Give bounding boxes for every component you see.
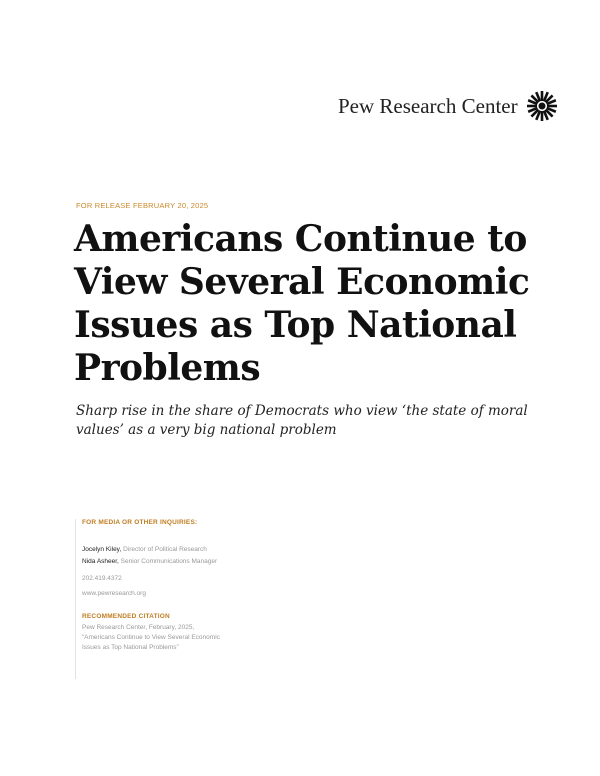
citation-heading: RECOMMENDED CITATION bbox=[82, 613, 170, 620]
contact-name: Jocelyn Kiley, bbox=[82, 546, 122, 553]
contact-person: Nida Asheer, Senior Communications Manag… bbox=[82, 556, 302, 568]
citation-line: Pew Research Center, February, 2025, bbox=[82, 624, 195, 631]
contact-role: Director of Political Research bbox=[123, 546, 207, 553]
release-date: FOR RELEASE FEBRUARY 20, 2025 bbox=[76, 201, 209, 210]
website-link[interactable]: www.pewresearch.org bbox=[82, 589, 146, 597]
contact-person: Jocelyn Kiley, Director of Political Res… bbox=[82, 544, 302, 556]
report-title: Americans Continue to View Several Econo… bbox=[74, 218, 530, 389]
report-subtitle: Sharp rise in the share of Democrats who… bbox=[76, 403, 528, 438]
logo-text: Pew Research Center bbox=[338, 93, 518, 118]
contact-name: Nida Asheer, bbox=[82, 557, 119, 565]
contact-section: FOR MEDIA OR OTHER INQUIRIES: Jocelyn Ki… bbox=[75, 519, 302, 679]
contact-heading: FOR MEDIA OR OTHER INQUIRIES: bbox=[82, 519, 198, 526]
citation-line: Issues as Top National Problems” bbox=[82, 644, 179, 651]
sunburst-logo-icon bbox=[526, 91, 557, 121]
contact-role: Senior Communications Manager bbox=[120, 557, 218, 565]
phone: 202.419.4372 bbox=[82, 575, 122, 582]
citation-line: “Americans Continue to View Several Econ… bbox=[82, 634, 220, 641]
pew-logo: Pew Research Center bbox=[338, 90, 558, 122]
